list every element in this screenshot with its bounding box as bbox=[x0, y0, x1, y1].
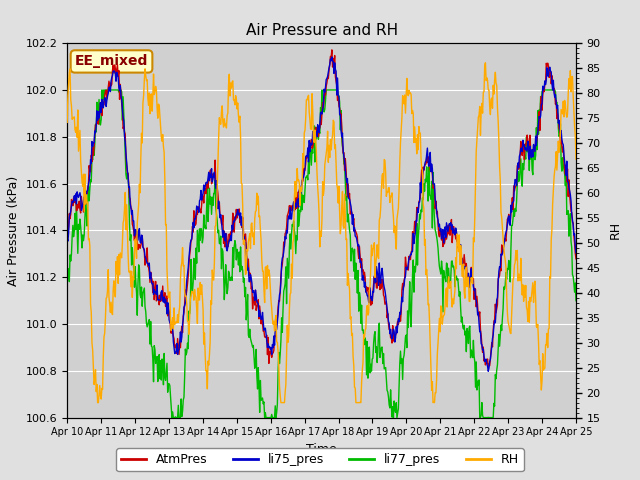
X-axis label: Time: Time bbox=[306, 443, 337, 456]
Y-axis label: Air Pressure (kPa): Air Pressure (kPa) bbox=[7, 175, 20, 286]
AtmPres bbox=[63, 236, 71, 241]
li75_pres bbox=[484, 368, 492, 374]
li77_pres bbox=[98, 87, 106, 93]
Line: li77_pres: li77_pres bbox=[67, 90, 576, 418]
AtmPres bbox=[328, 47, 336, 53]
li77_pres bbox=[205, 204, 212, 209]
RH bbox=[72, 124, 80, 130]
li77_pres bbox=[72, 199, 80, 204]
li77_pres bbox=[168, 415, 176, 420]
li75_pres bbox=[72, 201, 80, 207]
RH bbox=[125, 270, 133, 276]
AtmPres bbox=[177, 345, 184, 350]
li77_pres bbox=[572, 298, 580, 303]
li75_pres bbox=[177, 329, 184, 335]
AtmPres bbox=[72, 208, 80, 214]
RH bbox=[177, 264, 185, 269]
RH bbox=[572, 156, 580, 162]
li75_pres bbox=[572, 250, 580, 256]
RH bbox=[481, 60, 489, 66]
Y-axis label: RH: RH bbox=[609, 221, 622, 240]
Legend: AtmPres, li75_pres, li77_pres, RH: AtmPres, li75_pres, li77_pres, RH bbox=[116, 448, 524, 471]
li75_pres bbox=[63, 236, 71, 241]
AtmPres bbox=[204, 180, 211, 186]
Line: li75_pres: li75_pres bbox=[67, 57, 576, 371]
li75_pres bbox=[328, 54, 336, 60]
AtmPres bbox=[384, 311, 392, 316]
AtmPres bbox=[399, 280, 406, 286]
RH bbox=[384, 190, 392, 195]
AtmPres bbox=[572, 256, 580, 262]
RH bbox=[399, 93, 406, 98]
Text: EE_mixed: EE_mixed bbox=[75, 54, 148, 69]
Line: AtmPres: AtmPres bbox=[67, 50, 576, 367]
li75_pres bbox=[399, 299, 406, 305]
Title: Air Pressure and RH: Air Pressure and RH bbox=[246, 23, 397, 38]
li77_pres bbox=[385, 394, 392, 400]
li77_pres bbox=[399, 356, 407, 361]
li77_pres bbox=[178, 414, 186, 420]
Line: RH: RH bbox=[67, 63, 576, 403]
AtmPres bbox=[125, 182, 132, 188]
li77_pres bbox=[125, 221, 133, 227]
RH bbox=[204, 358, 212, 364]
RH bbox=[94, 400, 102, 406]
RH bbox=[63, 120, 71, 125]
AtmPres bbox=[484, 364, 492, 370]
li75_pres bbox=[125, 185, 132, 191]
li75_pres bbox=[204, 180, 211, 186]
li77_pres bbox=[63, 280, 71, 286]
li75_pres bbox=[384, 311, 392, 316]
